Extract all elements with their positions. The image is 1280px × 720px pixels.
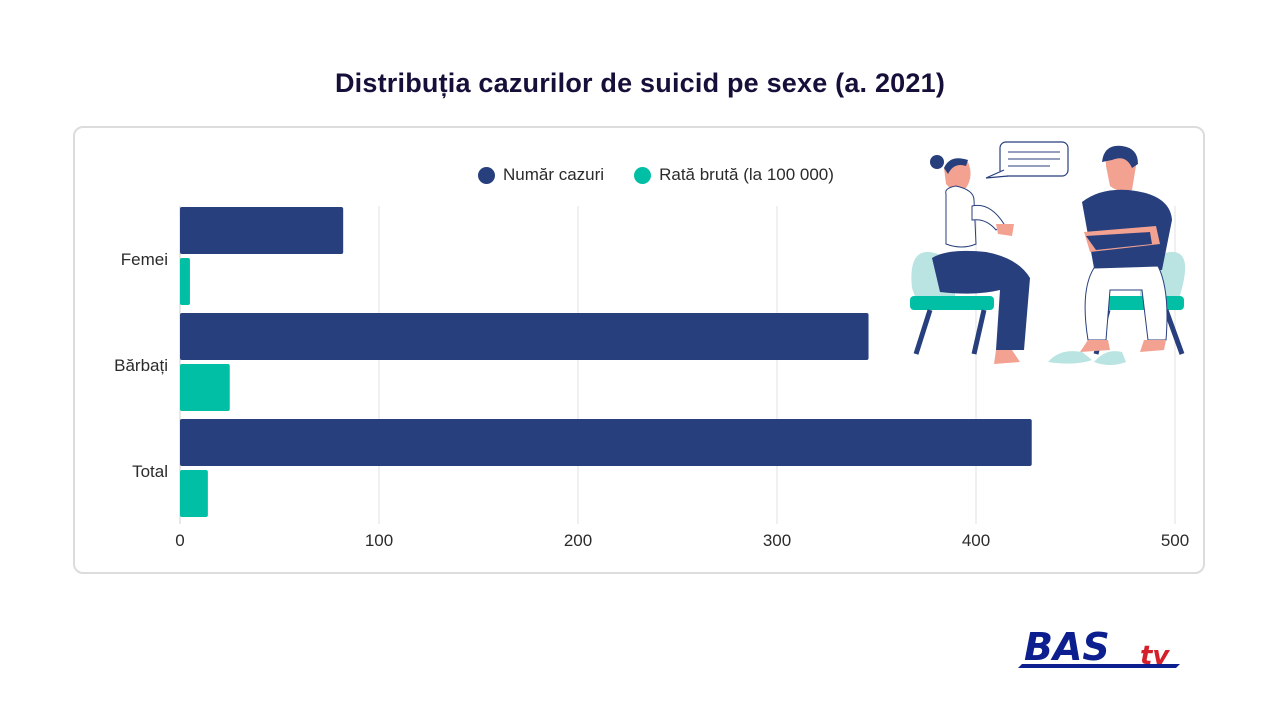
bar-total-rate xyxy=(180,470,208,517)
legend-label-rate: Rată brută (la 100 000) xyxy=(659,165,834,184)
bar-femei-cases xyxy=(180,207,344,254)
woman-figure-icon xyxy=(930,155,1030,364)
bar-bărbați-rate xyxy=(180,364,230,411)
chart-title: Distribuția cazurilor de suicid pe sexe … xyxy=(334,68,946,98)
logo-suffix-text: tv xyxy=(1140,641,1170,668)
x-tick-label: 400 xyxy=(962,531,990,550)
bar-total-cases xyxy=(180,419,1032,466)
chart-legend: Număr cazuri Rată brută (la 100 000) xyxy=(478,163,834,187)
legend-item-rate[interactable]: Rată brută (la 100 000) xyxy=(634,165,834,185)
y-category-label: Bărbați xyxy=(114,356,168,375)
x-tick-label: 500 xyxy=(1161,531,1189,550)
legend-dot-rate xyxy=(634,166,652,184)
logo-main-text: BAS xyxy=(1024,625,1110,668)
x-tick-label: 100 xyxy=(365,531,393,550)
x-tick-label: 0 xyxy=(175,531,184,550)
legend-item-cases[interactable]: Număr cazuri xyxy=(478,165,604,185)
x-tick-label: 200 xyxy=(564,531,592,550)
legend-label-cases: Număr cazuri xyxy=(503,165,605,184)
y-category-label: Total xyxy=(132,462,168,481)
y-category-label: Femei xyxy=(121,250,168,269)
x-tick-label: 300 xyxy=(763,531,791,550)
man-figure-icon xyxy=(1048,145,1172,365)
bar-femei-rate xyxy=(180,258,190,305)
legend-dot-cases xyxy=(478,166,495,184)
speech-bubble-icon xyxy=(985,141,1069,179)
counseling-session-illustration xyxy=(910,141,1186,365)
bar-bărbați-cases xyxy=(180,313,869,360)
bastv-logo: BAS tv xyxy=(1018,625,1180,668)
